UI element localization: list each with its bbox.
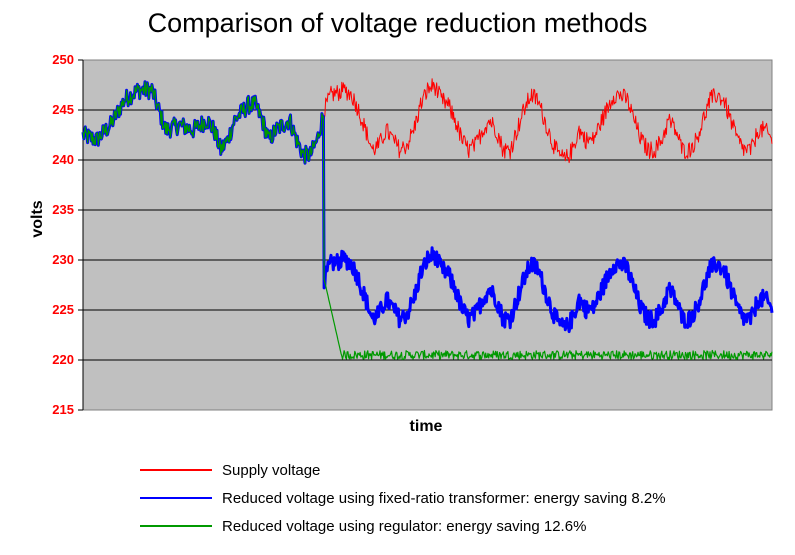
legend-item-regulator: Reduced voltage using regulator: energy …: [140, 512, 666, 540]
legend-swatch-regulator: [140, 525, 212, 527]
legend-item-transformer: Reduced voltage using fixed-ratio transf…: [140, 484, 666, 512]
y-tick-label-235: 235: [52, 202, 74, 217]
y-axis-label: volts: [29, 200, 46, 238]
y-tick-label-250: 250: [52, 52, 74, 67]
x-axis-label: time: [409, 418, 443, 435]
y-axis: 215 220 225 230 235 240 245 250: [52, 52, 84, 417]
y-tick-label-215: 215: [52, 402, 74, 417]
legend-item-supply: Supply voltage: [140, 456, 666, 484]
series-layer: [81, 78, 774, 361]
series-regulator: [82, 81, 773, 361]
legend-label-regulator: Reduced voltage using regulator: energy …: [222, 517, 587, 535]
y-tick-label-225: 225: [52, 302, 74, 317]
plot-area: [82, 59, 773, 411]
legend-swatch-supply: [140, 469, 212, 471]
legend-label-transformer: Reduced voltage using fixed-ratio transf…: [222, 489, 666, 507]
y-tick-label-245: 245: [52, 102, 74, 117]
legend-swatch-transformer: [140, 497, 212, 499]
chart-title: Comparison of voltage reduction methods: [147, 8, 648, 38]
y-tick-label-220: 220: [52, 352, 74, 367]
y-tick-label-230: 230: [52, 252, 74, 267]
legend: Supply voltage Reduced voltage using fix…: [140, 456, 666, 540]
legend-label-supply: Supply voltage: [222, 461, 321, 479]
y-tick-label-240: 240: [52, 152, 74, 167]
series-supply-voltage: [323, 78, 773, 164]
